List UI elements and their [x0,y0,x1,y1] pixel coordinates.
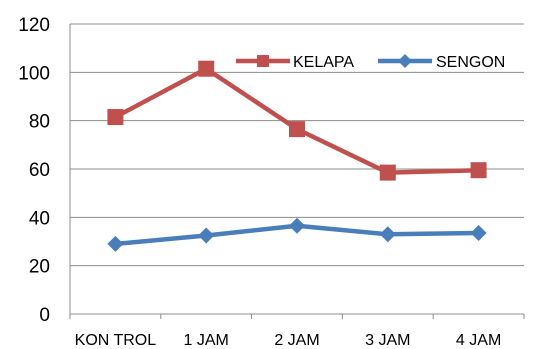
legend-item-kelapa: KELAPA [236,54,354,71]
legend-swatch-marker [257,55,269,67]
data-point [289,217,305,234]
x-tick-label: 1 JAM [184,332,229,349]
x-tick-label: KON TROL [75,332,157,349]
y-tick-labels: 0 20 40 60 80 100 120 [18,15,50,326]
x-tick-label: 3 JAM [365,332,410,349]
x-tick-label: 4 JAM [456,332,501,349]
data-point [198,60,215,77]
y-tick-label: 120 [18,15,50,36]
x-tick-label: 2 JAM [274,332,319,349]
data-point [379,164,396,181]
y-tick-label: 20 [29,257,50,278]
series-kelapa [107,60,487,181]
y-tick-label: 100 [18,63,50,84]
series-sengon [107,217,487,252]
legend: KELAPA SENGON [236,54,505,71]
axes [69,24,525,319]
gridlines [70,23,524,267]
y-tick-label: 0 [39,305,50,326]
data-point [379,226,396,243]
legend-item-sengon: SENGON [378,54,505,71]
legend-label: KELAPA [293,54,354,71]
data-point [470,225,487,242]
data-point [107,109,124,126]
data-point [289,121,305,138]
y-tick-label: 60 [29,160,50,181]
data-point [470,162,487,179]
data-point [198,227,215,244]
series [107,60,487,252]
data-point [107,235,124,252]
legend-label: SENGON [436,54,505,71]
y-tick-label: 40 [29,208,50,229]
legend-swatch-marker [398,54,412,68]
y-tick-label: 80 [29,112,50,133]
x-tick-labels: KON TROL 1 JAM 2 JAM 3 JAM 4 JAM [75,332,502,349]
